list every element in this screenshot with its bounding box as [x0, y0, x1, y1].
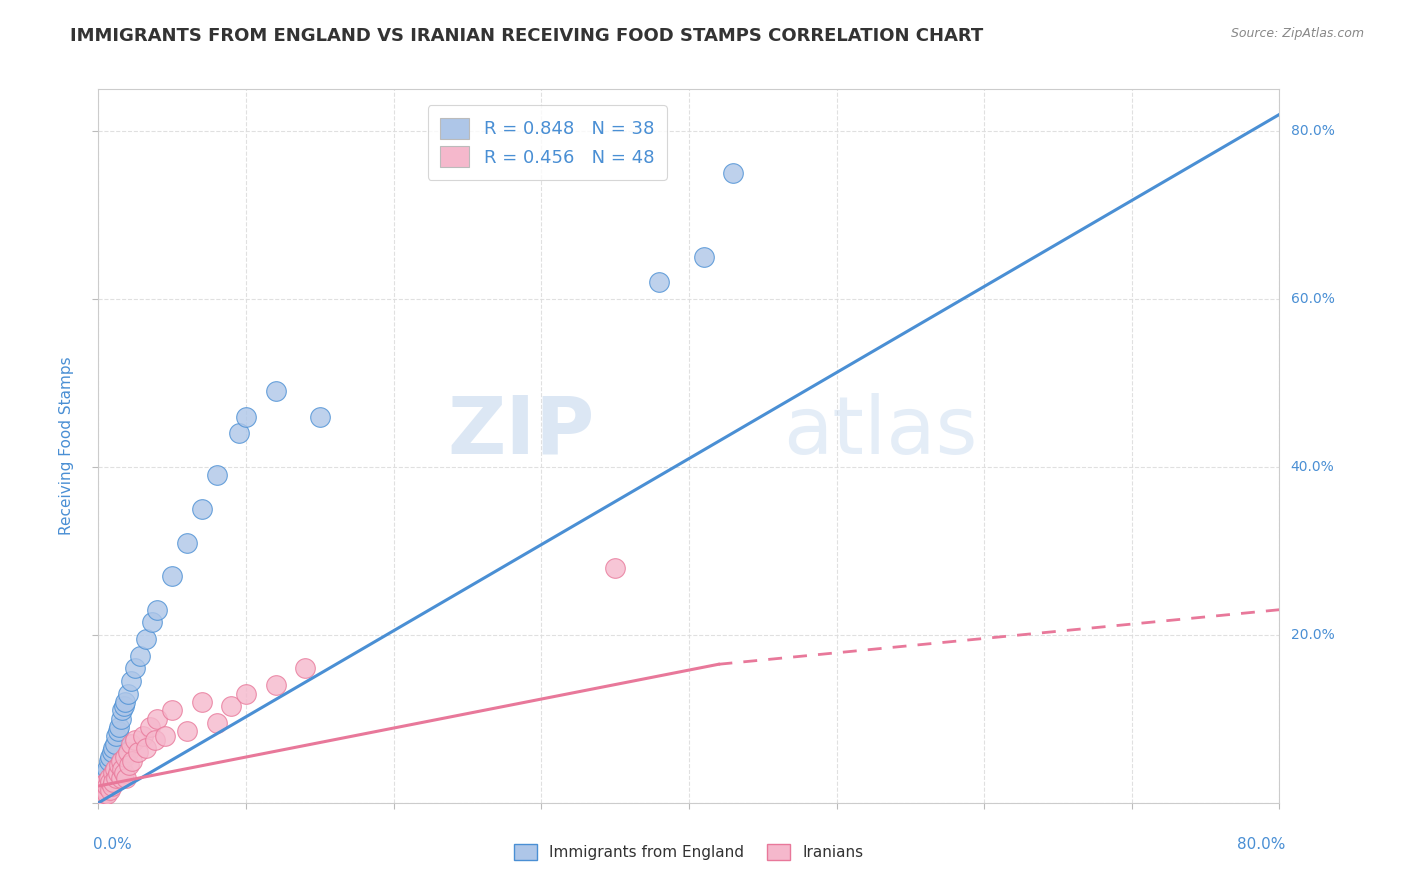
Text: atlas: atlas [783, 392, 977, 471]
Point [219, 699, 242, 714]
Point [117, 746, 139, 760]
Point [97, 771, 120, 785]
Point [264, 678, 287, 692]
Point [205, 468, 228, 483]
Point [124, 732, 146, 747]
Point [90, 783, 112, 797]
Point [98, 749, 121, 764]
Point [693, 250, 716, 264]
Point [96, 779, 118, 793]
Point [112, 699, 135, 714]
Point [162, 703, 183, 717]
Point [104, 762, 127, 776]
Point [96, 762, 118, 776]
Point [128, 648, 150, 663]
Point [146, 603, 169, 617]
Point [105, 771, 128, 785]
Point [108, 758, 131, 772]
Point [103, 741, 125, 756]
Point [191, 502, 214, 516]
Point [132, 729, 155, 743]
Point [108, 720, 131, 734]
Point [135, 632, 157, 646]
Point [294, 661, 316, 675]
Point [93, 777, 115, 791]
Point [127, 746, 149, 760]
Point [94, 766, 117, 780]
Text: 60.0%: 60.0% [1291, 292, 1334, 306]
Point [107, 766, 129, 780]
Point [176, 535, 198, 549]
Point [89, 788, 111, 802]
Point [91, 774, 114, 789]
Text: 80.0%: 80.0% [1237, 838, 1285, 852]
Point [264, 384, 287, 399]
Point [107, 724, 129, 739]
Point [146, 712, 169, 726]
Point [114, 749, 136, 764]
Point [605, 560, 627, 574]
Point [110, 712, 132, 726]
Point [94, 783, 117, 797]
Text: 20.0%: 20.0% [1291, 628, 1334, 642]
Point [162, 569, 183, 583]
Point [141, 615, 163, 630]
Point [120, 737, 142, 751]
Point [91, 779, 114, 793]
Point [309, 409, 332, 424]
Point [112, 766, 135, 780]
Point [91, 780, 114, 795]
Point [235, 409, 257, 424]
Point [124, 661, 146, 675]
Text: ZIP: ZIP [447, 392, 595, 471]
Point [648, 275, 671, 289]
Point [91, 789, 114, 803]
Text: 0.0%: 0.0% [93, 838, 131, 852]
Point [121, 754, 143, 768]
Text: IMMIGRANTS FROM ENGLAND VS IRANIAN RECEIVING FOOD STAMPS CORRELATION CHART: IMMIGRANTS FROM ENGLAND VS IRANIAN RECEI… [70, 27, 984, 45]
Point [104, 737, 127, 751]
Point [96, 788, 118, 802]
Point [228, 426, 250, 441]
Y-axis label: Receiving Food Stamps: Receiving Food Stamps [59, 357, 75, 535]
Point [94, 771, 117, 785]
Point [103, 766, 125, 780]
Text: 80.0%: 80.0% [1291, 124, 1334, 138]
Point [93, 786, 115, 800]
Point [721, 166, 744, 180]
Text: 40.0%: 40.0% [1291, 460, 1334, 474]
Point [115, 771, 138, 785]
Point [90, 788, 112, 802]
Point [114, 695, 136, 709]
Point [205, 716, 228, 731]
Point [143, 732, 166, 747]
Point [105, 729, 128, 743]
Point [110, 754, 132, 768]
Point [98, 783, 121, 797]
Point [235, 687, 257, 701]
Point [97, 754, 120, 768]
Text: Source: ZipAtlas.com: Source: ZipAtlas.com [1230, 27, 1364, 40]
Point [111, 762, 134, 776]
Point [135, 741, 157, 756]
Point [110, 771, 132, 785]
Point [176, 724, 198, 739]
Point [111, 703, 134, 717]
Point [117, 687, 139, 701]
Legend: R = 0.848   N = 38, R = 0.456   N = 48: R = 0.848 N = 38, R = 0.456 N = 48 [427, 105, 666, 179]
Point [153, 729, 176, 743]
Point [100, 746, 122, 760]
Point [98, 774, 121, 789]
Point [191, 695, 214, 709]
Point [139, 720, 162, 734]
Point [103, 774, 125, 789]
Point [120, 674, 142, 689]
Point [90, 783, 112, 797]
Point [89, 791, 111, 805]
Point [100, 779, 122, 793]
Point [118, 758, 141, 772]
Point [93, 774, 115, 789]
Point [94, 774, 117, 789]
